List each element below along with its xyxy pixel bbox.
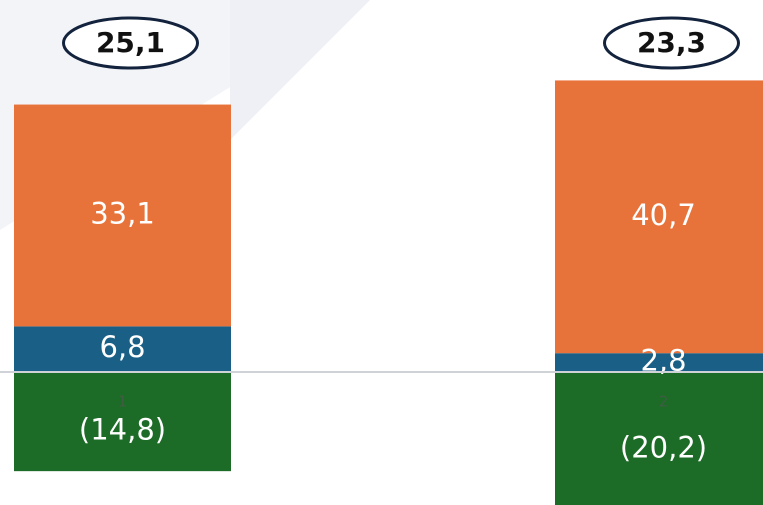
bar-segment: [14, 326, 231, 372]
value-label: (14,8): [79, 413, 166, 447]
bar-segment: [555, 80, 763, 354]
total-label: 25,1: [96, 26, 165, 59]
bar-segment: [555, 353, 763, 372]
bar-segment: [14, 104, 231, 327]
value-label: 33,1: [90, 196, 155, 230]
total-badge: [603, 16, 740, 70]
category-label: 2: [659, 392, 669, 410]
value-label: 40,7: [631, 198, 696, 232]
bar-segment: [555, 371, 763, 505]
value-label: 6,8: [99, 330, 145, 364]
bar-segment: [14, 371, 231, 472]
total-badge: [62, 16, 199, 70]
background-shape: [230, 0, 370, 140]
total-label: 23,3: [637, 26, 706, 59]
value-label: (20,2): [620, 431, 707, 465]
category-label: 1: [118, 392, 128, 410]
